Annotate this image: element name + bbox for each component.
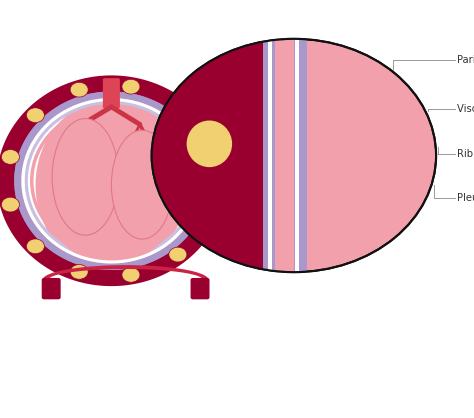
Text: dreamstime.com: dreamstime.com xyxy=(9,399,74,408)
Circle shape xyxy=(1,150,19,164)
Text: Pleural space: Pleural space xyxy=(457,193,474,203)
Circle shape xyxy=(27,108,45,122)
Ellipse shape xyxy=(36,99,187,270)
Text: Rib: Rib xyxy=(457,148,474,158)
Polygon shape xyxy=(0,75,204,286)
Bar xyxy=(294,35,307,276)
Bar xyxy=(263,35,275,276)
Polygon shape xyxy=(21,98,184,263)
Circle shape xyxy=(122,79,140,94)
Ellipse shape xyxy=(52,119,118,235)
Bar xyxy=(275,35,294,276)
Text: ID 275285021  © Tatiana Pavliuchenko: ID 275285021 © Tatiana Pavliuchenko xyxy=(316,399,465,408)
Circle shape xyxy=(70,265,88,279)
Circle shape xyxy=(169,247,187,262)
FancyBboxPatch shape xyxy=(103,78,120,108)
FancyBboxPatch shape xyxy=(42,278,61,299)
Bar xyxy=(295,35,300,276)
Circle shape xyxy=(169,99,187,115)
Polygon shape xyxy=(14,92,190,270)
Ellipse shape xyxy=(187,120,232,167)
FancyBboxPatch shape xyxy=(191,278,210,299)
Polygon shape xyxy=(43,265,209,280)
Bar xyxy=(268,35,273,276)
Circle shape xyxy=(1,197,19,212)
Ellipse shape xyxy=(40,105,182,264)
Circle shape xyxy=(152,39,436,272)
Circle shape xyxy=(70,82,88,97)
Circle shape xyxy=(27,239,45,254)
Bar xyxy=(152,35,263,276)
Text: Visceral pleura: Visceral pleura xyxy=(457,104,474,114)
Text: Parietal pleura: Parietal pleura xyxy=(457,55,474,65)
Ellipse shape xyxy=(111,130,173,239)
Circle shape xyxy=(122,268,140,282)
